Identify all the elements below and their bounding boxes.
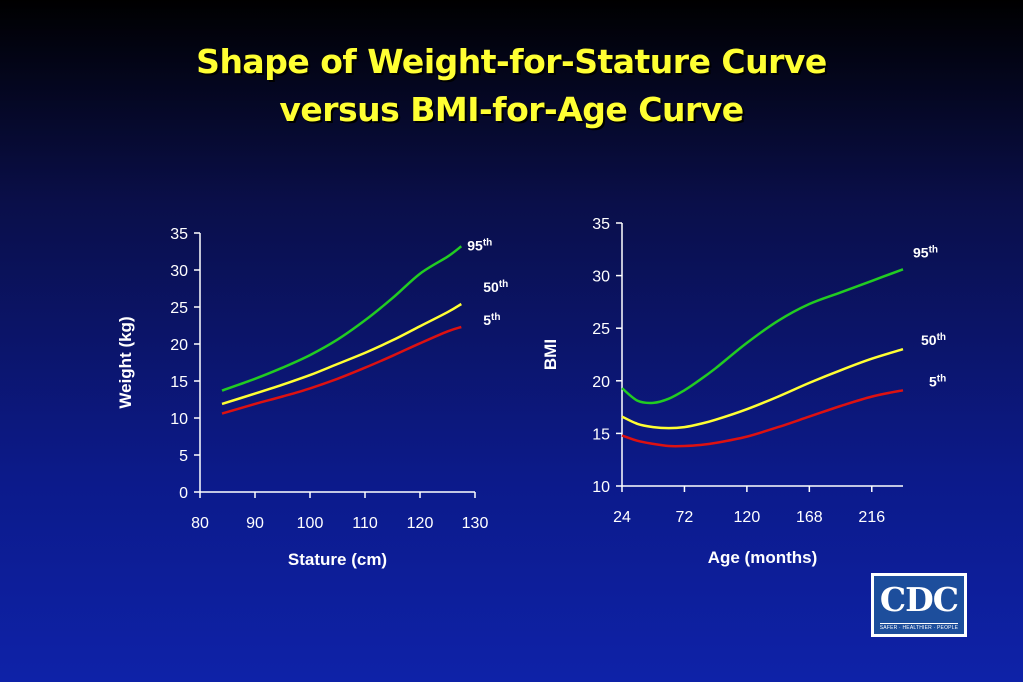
x-tick-label: 216 [858, 509, 885, 526]
chart-2: 10 15 20 25 30 35 24 72 120 168 216 Age (months) BMI… [541, 216, 946, 567]
series-label-95: 95th [467, 237, 492, 253]
series-label-95: 95th [913, 244, 938, 260]
series-line-5 [621, 389, 904, 448]
x-tick-label: 90 [246, 515, 264, 532]
series-line-50 [621, 348, 904, 430]
title-line-2: versus BMI-for-Age Curve [279, 90, 744, 129]
x-tick-label: 168 [796, 509, 823, 526]
series-line-95 [621, 268, 904, 405]
x-tick-label: 110 [352, 515, 378, 532]
y-tick-label: 35 [170, 226, 188, 243]
title-line-1: Shape of Weight-for-Stature Curve [196, 42, 827, 81]
x-tick-label: 24 [613, 509, 631, 526]
series-label-suffix: th [483, 237, 492, 248]
chart-1: 0 5 10 15 20 25 30 35 80 90 100 110 120 130 Stature (c… [116, 226, 508, 569]
series-label-suffix: th [929, 244, 938, 255]
y-tick-label: 20 [170, 337, 188, 354]
cdc-logo-text: CDC [879, 580, 959, 619]
y-axis-label: BMI [541, 339, 560, 370]
series-label-suffix: th [491, 312, 500, 323]
y-tick-label: 10 [170, 411, 188, 428]
x-tick-label: 72 [676, 509, 694, 526]
series-label-suffix: th [937, 332, 946, 343]
x-axis-label: Stature (cm) [288, 550, 387, 569]
y-tick-label: 15 [592, 426, 610, 443]
series-label-50: 50th [483, 279, 508, 295]
y-axis-label: Weight (kg) [116, 316, 135, 408]
y-tick-label: 35 [592, 216, 610, 233]
y-tick-label: 25 [592, 321, 610, 338]
x-tick-label: 130 [462, 515, 489, 532]
series-label-5: 5th [929, 373, 946, 389]
series-line-95 [221, 245, 463, 392]
series-label-suffix: th [937, 373, 946, 384]
y-tick-label: 30 [170, 263, 188, 280]
y-tick-label: 15 [170, 374, 188, 391]
series-line-50 [221, 302, 462, 406]
x-tick-label: 120 [734, 509, 761, 526]
slide-title: Shape of Weight-for-Stature Curve versus… [0, 38, 1023, 134]
cdc-logo-tagline: SAFER · HEALTHIER · PEOPLE [879, 625, 959, 631]
y-tick-label: 10 [592, 479, 610, 496]
y-tick-label: 0 [179, 485, 188, 502]
series-label-suffix: th [499, 279, 508, 290]
cdc-logo: CDC SAFER · HEALTHIER · PEOPLE [871, 573, 967, 637]
y-tick-label: 25 [170, 300, 188, 317]
series-label-50: 50th [921, 332, 946, 348]
x-tick-label: 100 [297, 515, 324, 532]
y-tick-label: 20 [592, 374, 610, 391]
x-tick-label: 120 [407, 515, 434, 532]
y-tick-label: 5 [179, 448, 188, 465]
y-tick-label: 30 [592, 269, 610, 286]
series-label-5: 5th [483, 312, 500, 328]
series-line-5 [221, 325, 462, 415]
x-axis-label: Age (months) [708, 548, 818, 567]
x-tick-label: 80 [191, 515, 209, 532]
